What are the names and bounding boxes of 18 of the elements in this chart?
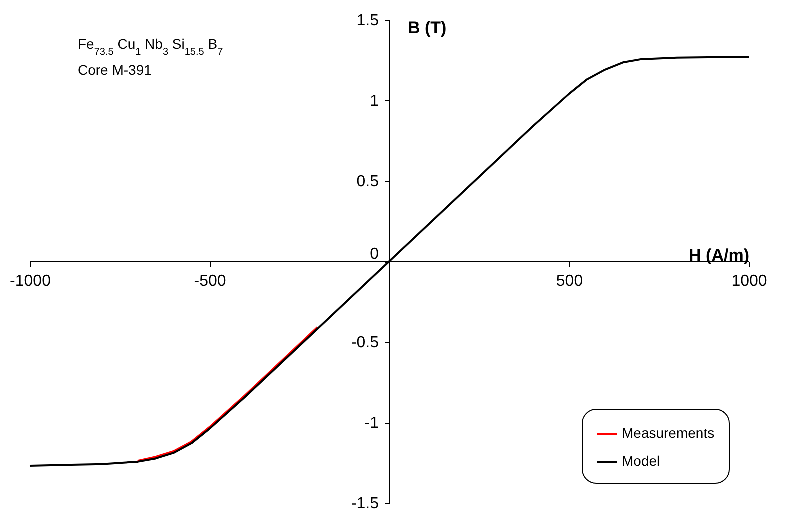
- y-axis-title: B (T): [408, 18, 447, 38]
- x-tick-label: 500: [556, 273, 584, 290]
- y-tick-label: 0.5: [356, 174, 380, 190]
- legend-label: Measurements: [622, 425, 715, 441]
- x-tick-label: -1000: [10, 273, 52, 290]
- text: Fe$_{73.5}$ Cu$_{1}$ Nb$_{3}$ Si$_{15.5}$ B$_{7}$: [78, 36, 224, 58]
- line-series: [136, 326, 319, 462]
- y-tick-label: -1.5: [351, 496, 380, 512]
- x-axis-title: H (A/m): [689, 246, 750, 265]
- legend-label: Model: [622, 453, 660, 469]
- y-tick-label: 1: [370, 93, 380, 110]
- x-tick-label: -500: [194, 273, 226, 290]
- annotation: Core M-391: [78, 62, 152, 78]
- x-tick-label: 1000: [732, 273, 768, 290]
- y-tick-label: -0.5: [351, 334, 380, 352]
- y-tick-label: 1.5: [356, 12, 380, 30]
- y-tick-label: 0: [370, 246, 380, 263]
- y-tick-label: -1: [364, 415, 380, 432]
